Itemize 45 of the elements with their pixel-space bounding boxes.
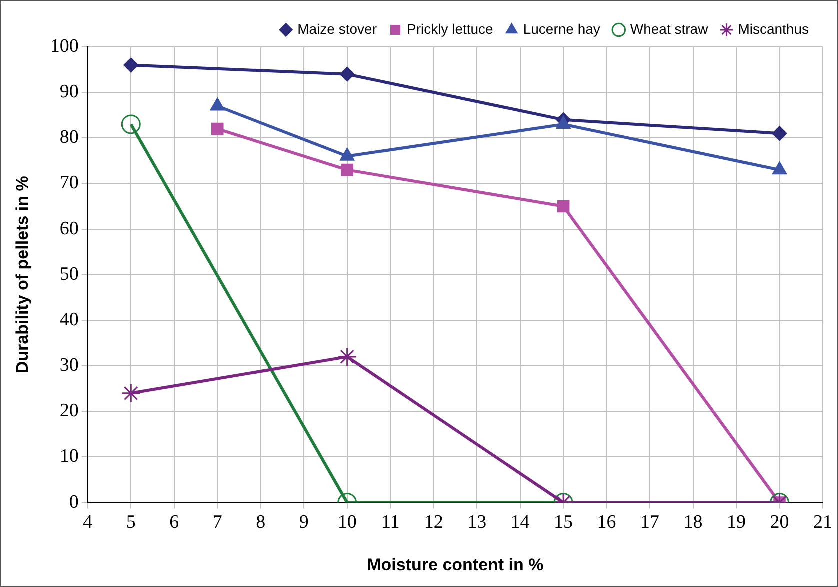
x-tick-label: 21 [814, 512, 832, 534]
x-tick-label: 10 [338, 512, 357, 534]
y-tick-label: 100 [50, 36, 79, 57]
y-tick-label: 50 [60, 264, 79, 285]
y-tick-label: 20 [60, 400, 79, 422]
x-tick-label: 8 [256, 512, 266, 534]
legend-label: Lucerne hay [523, 20, 600, 37]
x-tick-label: 4 [83, 512, 94, 534]
point [124, 58, 139, 73]
point [340, 148, 355, 161]
x-tick-label: 14 [510, 512, 530, 534]
y-tick-label: 90 [60, 82, 79, 103]
x-tick-label: 9 [299, 512, 309, 534]
x-tick-label: 12 [424, 512, 444, 534]
point [772, 126, 788, 142]
point [340, 66, 355, 82]
legend-label: Wheat straw [630, 20, 710, 37]
y-tick-label: 80 [60, 127, 79, 148]
legend-label: Maize stover [298, 20, 378, 37]
y-tick-label: 0 [69, 492, 79, 513]
y-axis-title: Durability of pellets in % [12, 176, 32, 374]
x-tick-label: 15 [554, 512, 574, 534]
x-tick-label: 13 [468, 512, 487, 534]
y-tick-label: 40 [60, 309, 79, 330]
y-tick-label: 30 [60, 355, 79, 376]
x-tick-label: 5 [126, 512, 136, 534]
legend-label: Miscanthus [738, 20, 810, 37]
x-tick-label: 6 [170, 512, 180, 534]
x-tick-label: 16 [597, 512, 616, 534]
point [772, 162, 788, 175]
point [557, 200, 570, 213]
x-tick-label: 7 [212, 512, 222, 534]
point [211, 122, 224, 136]
x-tick-label: 20 [770, 512, 790, 534]
x-tick-label: 11 [381, 512, 400, 534]
y-tick-label: 60 [60, 218, 79, 240]
x-tick-label: 19 [727, 512, 746, 534]
point [341, 164, 354, 176]
y-tick-label: 10 [60, 446, 79, 468]
x-tick-label: 18 [684, 512, 703, 534]
x-tick-label: 17 [640, 512, 660, 534]
legend-label: Prickly lettuce [406, 20, 494, 37]
x-axis-title: Moisture content in % [367, 555, 544, 574]
y-tick-label: 70 [60, 172, 79, 194]
point [121, 114, 141, 134]
